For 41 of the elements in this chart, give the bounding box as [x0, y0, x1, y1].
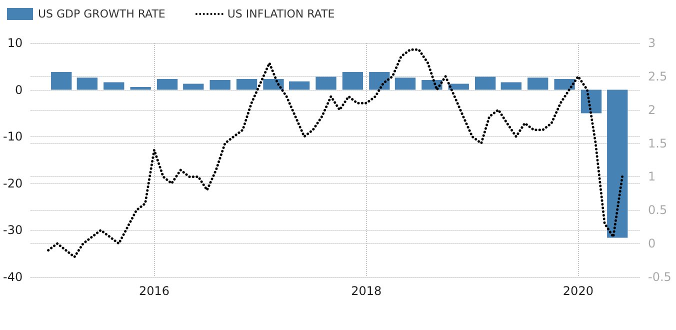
y-tick-label: 10 — [7, 36, 23, 50]
y2-tick-label: 1.5 — [648, 136, 668, 150]
bar — [316, 76, 336, 90]
bar — [104, 82, 124, 90]
bar — [236, 79, 258, 90]
y-tick-label: -10 — [2, 130, 23, 144]
bar — [263, 79, 284, 90]
y2-tick-label: 2.5 — [648, 69, 668, 84]
y2-tick-label: 3 — [648, 36, 656, 50]
legend-label: US GDP GROWTH RATE — [38, 8, 166, 20]
bar — [394, 78, 416, 90]
bar — [369, 72, 390, 90]
y2-tick-label: 1 — [648, 170, 656, 184]
y2-tick-label: 0 — [648, 236, 656, 251]
bar — [500, 82, 522, 90]
bar — [130, 86, 151, 90]
legend-label: US INFLATION RATE — [227, 8, 335, 20]
y-tick-label: -30 — [2, 223, 23, 238]
x-tick-label: 2020 — [562, 284, 594, 298]
bar — [210, 80, 230, 90]
y2-tick-label: -0.5 — [648, 270, 672, 284]
bar — [528, 78, 548, 90]
y2-tick-label: 2 — [648, 102, 656, 117]
bar — [156, 79, 178, 90]
bar — [288, 81, 310, 90]
y-tick-label: 0 — [14, 82, 23, 97]
bar — [607, 90, 628, 238]
bar — [342, 72, 364, 90]
line-series — [47, 48, 624, 258]
bar — [448, 84, 469, 90]
bar — [51, 72, 72, 90]
x-tick-label: 2016 — [138, 284, 170, 298]
y2-tick-label: 0.5 — [648, 203, 668, 218]
x-tick-label: 2018 — [351, 284, 382, 298]
bar — [475, 76, 496, 90]
bar — [580, 90, 602, 114]
y-tick-label: -20 — [2, 176, 23, 190]
bar — [554, 79, 575, 90]
bar — [76, 78, 98, 90]
bar — [183, 84, 204, 90]
y-tick-label: -40 — [2, 270, 23, 284]
